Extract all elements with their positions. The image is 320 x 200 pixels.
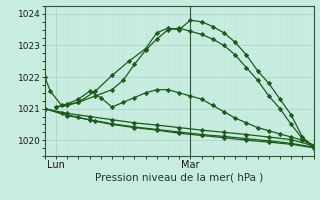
X-axis label: Pression niveau de la mer( hPa ): Pression niveau de la mer( hPa ) <box>95 173 263 183</box>
